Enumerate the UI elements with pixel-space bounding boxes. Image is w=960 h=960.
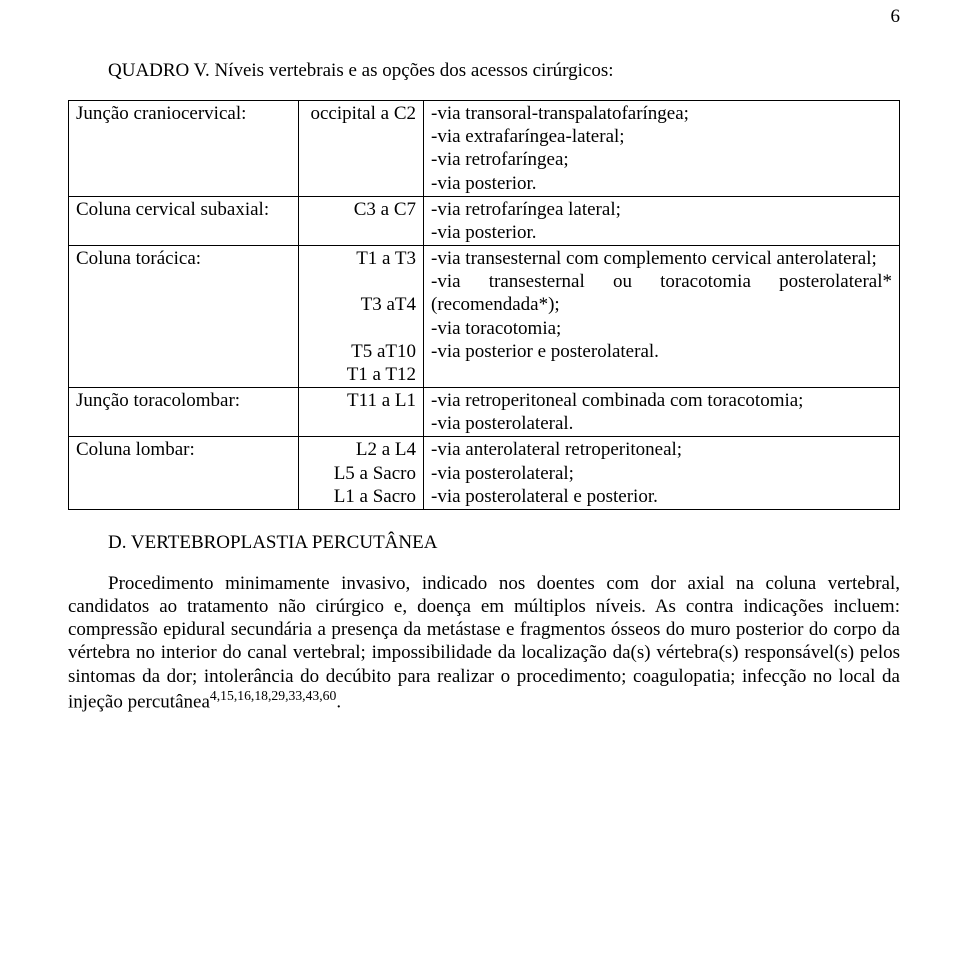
segment-cell: Junção craniocervical: bbox=[69, 101, 299, 197]
citation-superscript: 4,15,16,18,29,33,43,60 bbox=[210, 688, 336, 703]
table-caption: QUADRO V. Níveis vertebrais e as opções … bbox=[108, 60, 900, 82]
table-row: Junção craniocervical: occipital a C2 -v… bbox=[69, 101, 900, 197]
table-row: Junção toracolombar: T11 a L1 -via retro… bbox=[69, 388, 900, 437]
section-heading: D. VERTEBROPLASTIA PERCUTÂNEA bbox=[108, 532, 900, 554]
approaches-table: Junção craniocervical: occipital a C2 -v… bbox=[68, 100, 900, 510]
levels-cell: L2 a L4 L5 a Sacro L1 a Sacro bbox=[299, 437, 424, 510]
approach-cell: -via anterolateral retroperitoneal; -via… bbox=[424, 437, 900, 510]
table-body: Junção craniocervical: occipital a C2 -v… bbox=[69, 101, 900, 510]
approach-cell: -via retroperitoneal combinada com torac… bbox=[424, 388, 900, 437]
table-row: Coluna torácica: T1 a T3 T3 aT4 T5 aT10 … bbox=[69, 246, 900, 388]
levels-cell: T11 a L1 bbox=[299, 388, 424, 437]
levels-cell: C3 a C7 bbox=[299, 196, 424, 245]
levels-cell: T1 a T3 T3 aT4 T5 aT10 T1 a T12 bbox=[299, 246, 424, 388]
approach-cell: -via transoral-transpalatofaríngea; -via… bbox=[424, 101, 900, 197]
levels-cell: occipital a C2 bbox=[299, 101, 424, 197]
page-container: 6 QUADRO V. Níveis vertebrais e as opçõe… bbox=[0, 0, 960, 960]
page-number: 6 bbox=[891, 6, 901, 28]
segment-cell: Coluna torácica: bbox=[69, 246, 299, 388]
body-paragraph: Procedimento minimamente invasivo, indic… bbox=[68, 572, 900, 713]
paragraph-text-post: . bbox=[336, 691, 341, 712]
table-row: Coluna cervical subaxial: C3 a C7 -via r… bbox=[69, 196, 900, 245]
approach-cell: -via retrofaríngea lateral; -via posteri… bbox=[424, 196, 900, 245]
segment-cell: Coluna cervical subaxial: bbox=[69, 196, 299, 245]
segment-cell: Coluna lombar: bbox=[69, 437, 299, 510]
segment-cell: Junção toracolombar: bbox=[69, 388, 299, 437]
approach-cell: -via transesternal com complemento cervi… bbox=[424, 246, 900, 388]
paragraph-text-pre: Procedimento minimamente invasivo, indic… bbox=[68, 573, 900, 712]
table-row: Coluna lombar: L2 a L4 L5 a Sacro L1 a S… bbox=[69, 437, 900, 510]
